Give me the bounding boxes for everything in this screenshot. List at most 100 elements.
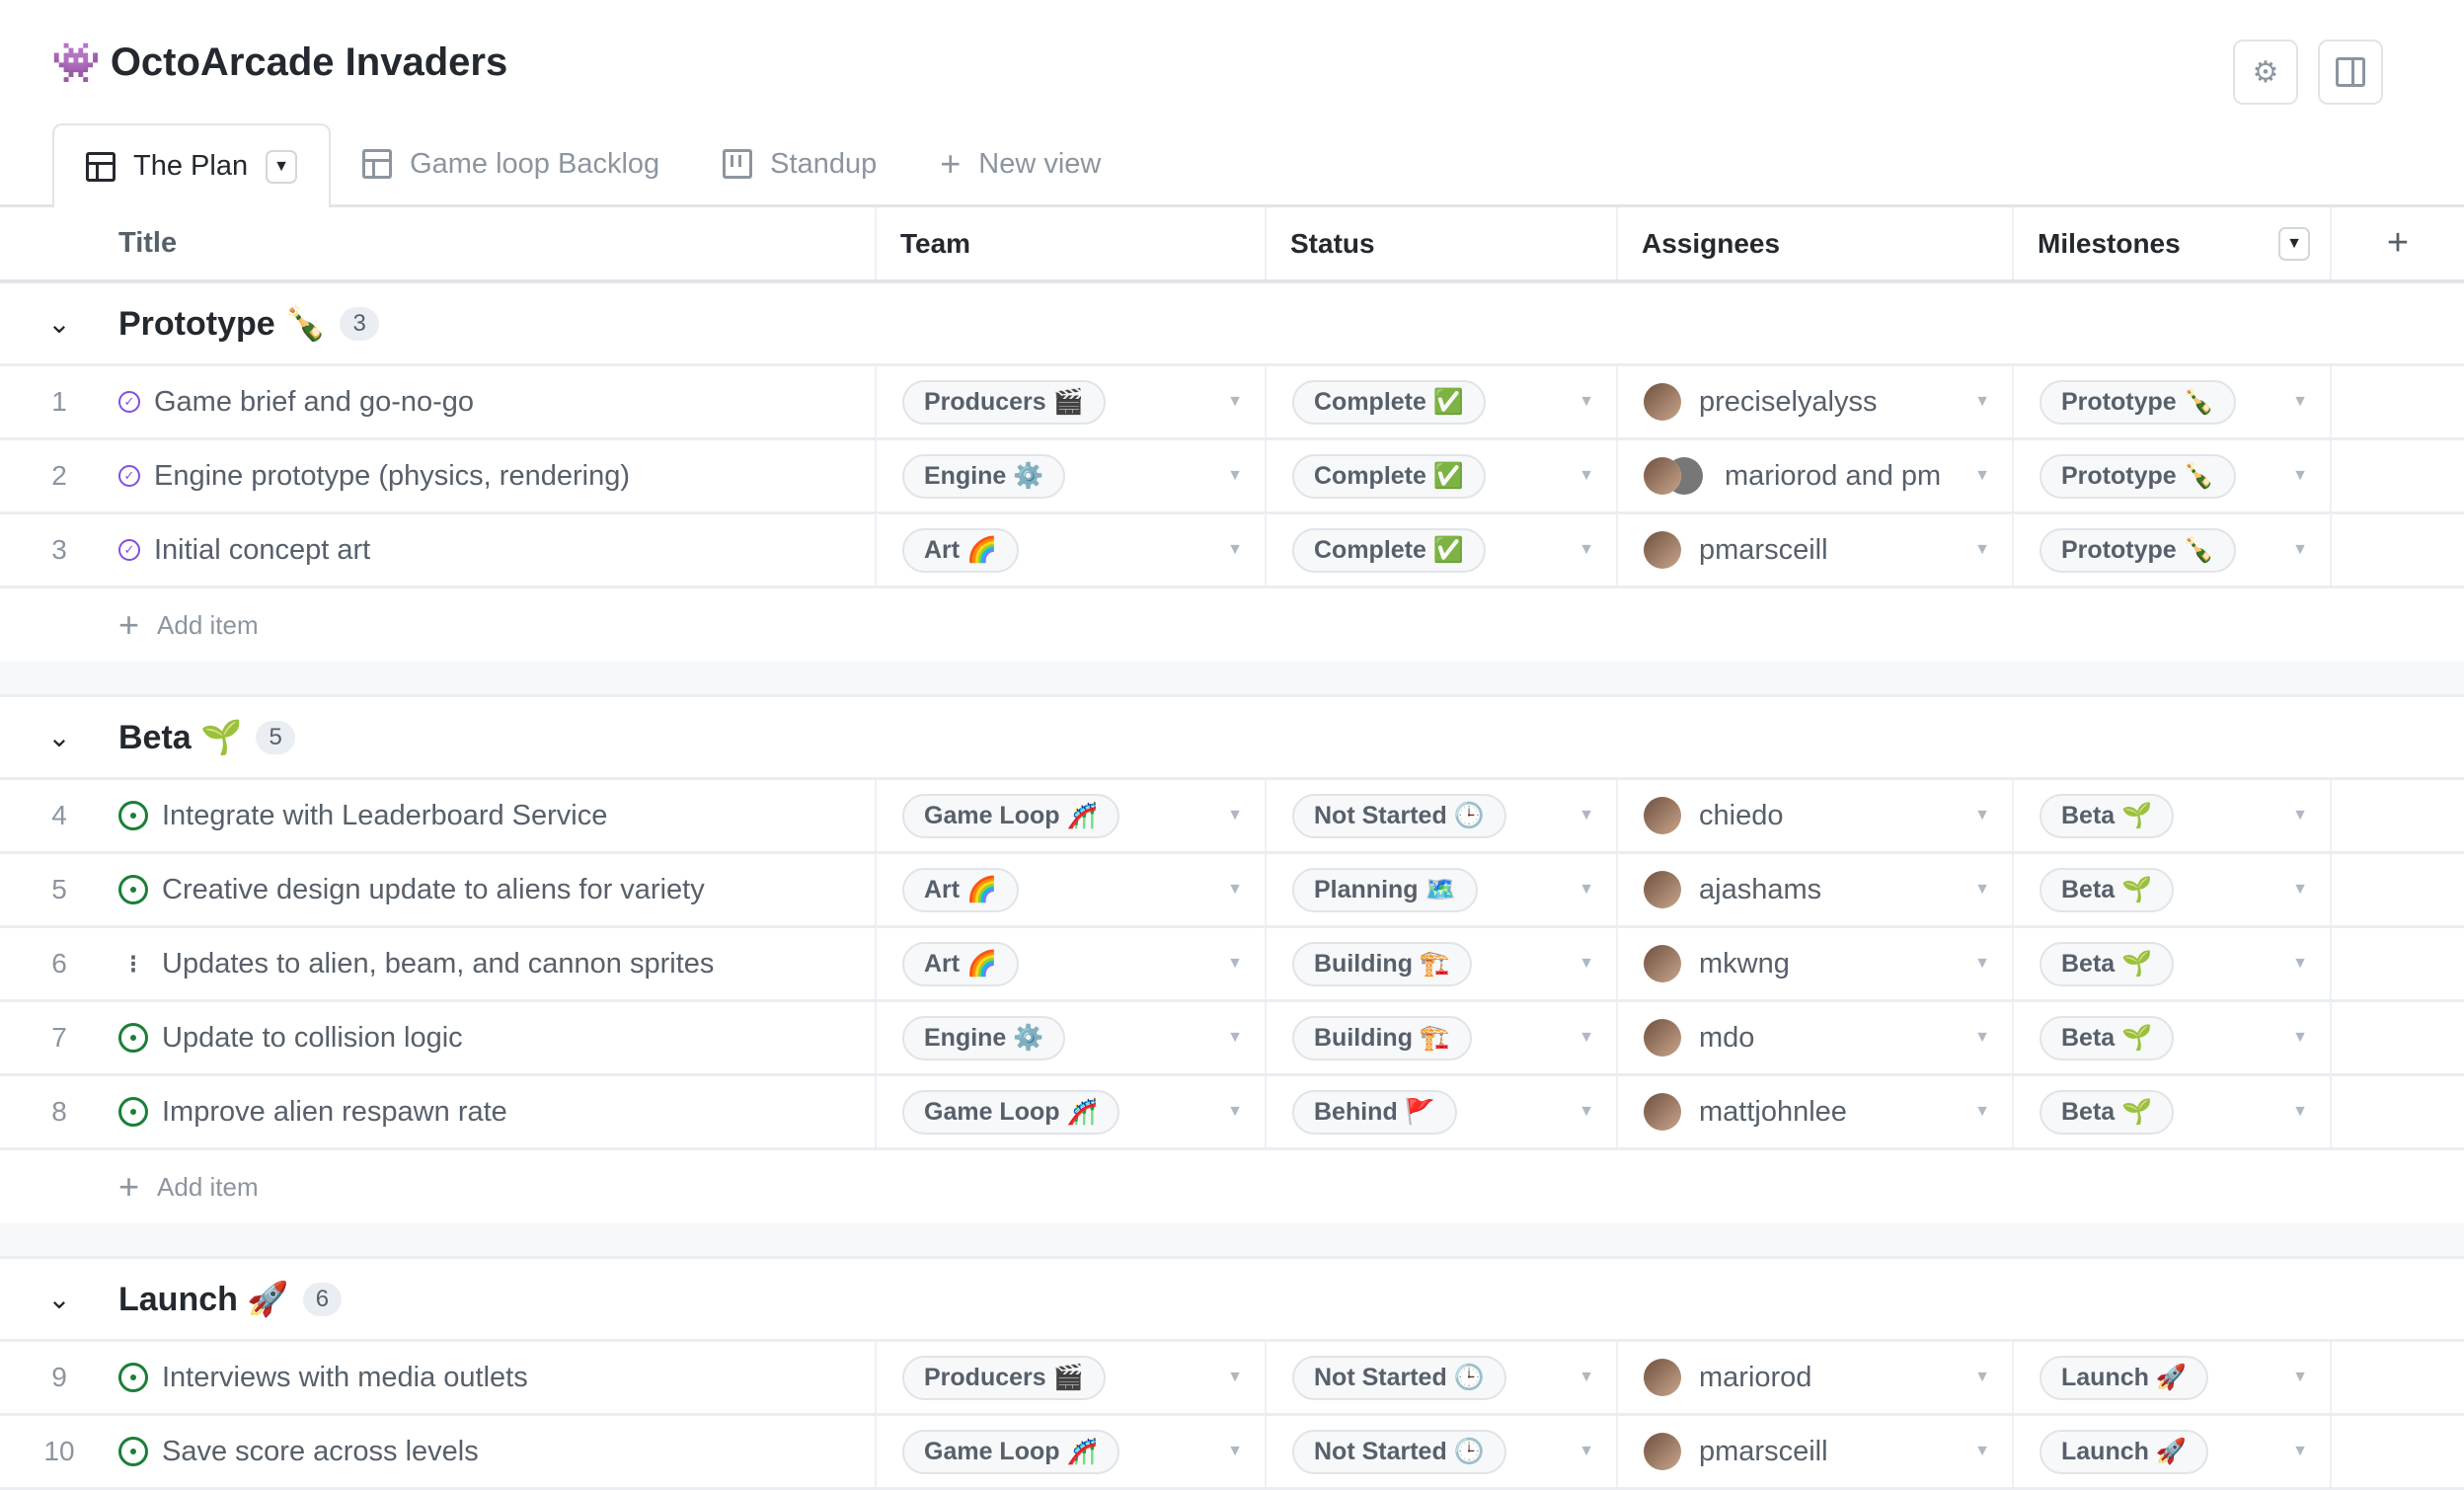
caret-down-icon[interactable]: ▼ [1227,955,1243,972]
caret-down-icon[interactable]: ▼ [2292,467,2308,484]
caret-down-icon[interactable]: ▼ [1974,881,1990,898]
view-options-dropdown[interactable]: ▼ [266,149,298,184]
tab-standup[interactable]: Standup [691,123,908,204]
title-cell[interactable]: Creative design update to aliens for var… [118,854,875,925]
team-cell[interactable]: Engine ⚙️ ▼ [875,1002,1265,1073]
title-cell[interactable]: Save score across levels [118,1416,875,1487]
column-header-milestones[interactable]: Milestones ▼ [2012,207,2330,279]
assignees-cell[interactable]: mkwng ▼ [1616,928,2012,999]
item-title[interactable]: Updates to alien, beam, and cannon sprit… [162,947,715,980]
item-title[interactable]: Integrate with Leaderboard Service [162,799,608,831]
assignees-cell[interactable]: pmarsceill ▼ [1616,514,2012,586]
milestone-cell[interactable]: Prototype 🍾 ▼ [2012,366,2330,437]
caret-down-icon[interactable]: ▼ [2292,807,2308,823]
team-cell[interactable]: Game Loop 🎢 ▼ [875,780,1265,851]
tab-the-plan[interactable]: The Plan ▼ [52,123,332,207]
status-cell[interactable]: Complete ✅ ▼ [1265,440,1616,511]
caret-down-icon[interactable]: ▼ [1578,541,1594,558]
caret-down-icon[interactable]: ▼ [2292,541,2308,558]
caret-down-icon[interactable]: ▼ [2292,1029,2308,1046]
milestone-cell[interactable]: Beta 🌱 ▼ [2012,780,2330,851]
item-title[interactable]: Game brief and go-no-go [154,385,475,418]
caret-down-icon[interactable]: ▼ [1974,1103,1990,1120]
status-cell[interactable]: Building 🏗️ ▼ [1265,1002,1616,1073]
assignees-cell[interactable]: mariorod and pm ▼ [1616,440,2012,511]
caret-down-icon[interactable]: ▼ [1227,1443,1243,1459]
column-header-status[interactable]: Status [1265,207,1616,279]
caret-down-icon[interactable]: ▼ [1227,393,1243,410]
item-title[interactable]: Save score across levels [162,1435,479,1467]
caret-down-icon[interactable]: ▼ [1578,1369,1594,1385]
caret-down-icon[interactable]: ▼ [1227,881,1243,898]
item-title[interactable]: Creative design update to aliens for var… [162,873,705,905]
title-cell[interactable]: ✓ Initial concept art [118,514,875,586]
add-item-button[interactable]: + Add item [0,1150,2464,1223]
title-cell[interactable]: Improve alien respawn rate [118,1076,875,1147]
team-cell[interactable]: Engine ⚙️ ▼ [875,440,1265,511]
status-cell[interactable]: Not Started 🕒 ▼ [1265,1342,1616,1413]
item-title[interactable]: Engine prototype (physics, rendering) [154,459,630,492]
add-item-button[interactable]: + Add item [0,588,2464,662]
team-cell[interactable]: Game Loop 🎢 ▼ [875,1416,1265,1487]
column-header-title[interactable]: Title [118,227,178,259]
title-cell[interactable]: ✓ Game brief and go-no-go [118,366,875,437]
assignees-cell[interactable]: chiedo ▼ [1616,780,2012,851]
caret-down-icon[interactable]: ▼ [1974,467,1990,484]
status-cell[interactable]: Complete ✅ ▼ [1265,366,1616,437]
caret-down-icon[interactable]: ▼ [2292,955,2308,972]
caret-down-icon[interactable]: ▼ [1578,467,1594,484]
new-view-button[interactable]: + New view [908,123,1132,204]
caret-down-icon[interactable]: ▼ [1974,1443,1990,1459]
caret-down-icon[interactable]: ▼ [1974,1029,1990,1046]
tab-game-loop-backlog[interactable]: Game loop Backlog [331,123,691,204]
item-title[interactable]: Improve alien respawn rate [162,1095,507,1128]
team-cell[interactable]: Producers 🎬 ▼ [875,366,1265,437]
status-cell[interactable]: Complete ✅ ▼ [1265,514,1616,586]
caret-down-icon[interactable]: ▼ [1578,881,1594,898]
caret-down-icon[interactable]: ▼ [1227,1029,1243,1046]
caret-down-icon[interactable]: ▼ [1227,1369,1243,1385]
team-cell[interactable]: Art 🌈 ▼ [875,854,1265,925]
caret-down-icon[interactable]: ▼ [2292,881,2308,898]
caret-down-icon[interactable]: ▼ [2292,1369,2308,1385]
milestone-cell[interactable]: Beta 🌱 ▼ [2012,1002,2330,1073]
assignees-cell[interactable]: pmarsceill ▼ [1616,1416,2012,1487]
caret-down-icon[interactable]: ▼ [1974,541,1990,558]
side-panel-button[interactable] [2318,39,2383,105]
caret-down-icon[interactable]: ▼ [1578,807,1594,823]
column-header-assignees[interactable]: Assignees [1616,207,2012,279]
assignees-cell[interactable]: preciselyalyss ▼ [1616,366,2012,437]
caret-down-icon[interactable]: ▼ [1578,955,1594,972]
milestone-cell[interactable]: Beta 🌱 ▼ [2012,854,2330,925]
caret-down-icon[interactable]: ▼ [1227,807,1243,823]
caret-down-icon[interactable]: ▼ [1578,393,1594,410]
chevron-down-icon[interactable]: ⌄ [47,1284,71,1314]
caret-down-icon[interactable]: ▼ [1227,541,1243,558]
milestone-cell[interactable]: Launch 🚀 ▼ [2012,1342,2330,1413]
team-cell[interactable]: Game Loop 🎢 ▼ [875,1076,1265,1147]
settings-button[interactable]: ⚙ [2233,39,2298,105]
title-cell[interactable]: ⁝ Updates to alien, beam, and cannon spri… [118,928,875,999]
caret-down-icon[interactable]: ▼ [1974,1369,1990,1385]
caret-down-icon[interactable]: ▼ [1974,393,1990,410]
caret-down-icon[interactable]: ▼ [2292,1443,2308,1459]
item-title[interactable]: Initial concept art [154,533,371,566]
assignees-cell[interactable]: ajashams ▼ [1616,854,2012,925]
caret-down-icon[interactable]: ▼ [1578,1029,1594,1046]
title-cell[interactable]: Integrate with Leaderboard Service [118,780,875,851]
team-cell[interactable]: Art 🌈 ▼ [875,514,1265,586]
caret-down-icon[interactable]: ▼ [2292,393,2308,410]
title-cell[interactable]: Update to collision logic [118,1002,875,1073]
caret-down-icon[interactable]: ▼ [2292,1103,2308,1120]
team-cell[interactable]: Producers 🎬 ▼ [875,1342,1265,1413]
title-cell[interactable]: ✓ Engine prototype (physics, rendering) [118,440,875,511]
assignees-cell[interactable]: mdo ▼ [1616,1002,2012,1073]
assignees-cell[interactable]: mattjohnlee ▼ [1616,1076,2012,1147]
team-cell[interactable]: Art 🌈 ▼ [875,928,1265,999]
status-cell[interactable]: Planning 🗺️ ▼ [1265,854,1616,925]
item-title[interactable]: Update to collision logic [162,1021,463,1054]
caret-down-icon[interactable]: ▼ [1578,1443,1594,1459]
item-title[interactable]: Interviews with media outlets [162,1361,528,1393]
milestone-cell[interactable]: Prototype 🍾 ▼ [2012,440,2330,511]
caret-down-icon[interactable]: ▼ [1578,1103,1594,1120]
